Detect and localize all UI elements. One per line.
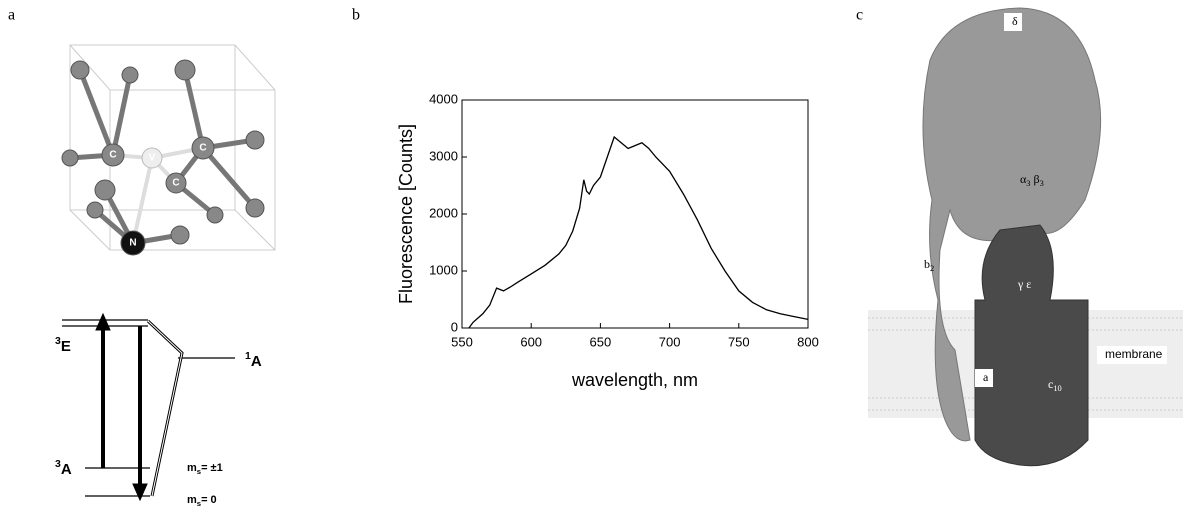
x-tick-label: 550 <box>451 334 473 349</box>
spin-label-part: = ±1 <box>201 462 223 474</box>
protein-label-part: 10 <box>1053 384 1061 393</box>
spin-label: ms= ±1 <box>187 462 223 476</box>
atom-label: C <box>109 150 116 161</box>
spin-label-part: s <box>197 499 201 508</box>
protein-label: b2 <box>924 257 934 273</box>
x-tick-label: 800 <box>797 334 819 349</box>
panel-label: c <box>856 7 863 24</box>
level-label: 1A <box>245 350 262 370</box>
protein-label: c10 <box>1048 377 1062 393</box>
y-tick-label: 3000 <box>429 148 458 163</box>
y-tick-label: 2000 <box>429 205 458 220</box>
level-label-part: 3 <box>55 335 61 347</box>
protein-label: α3 β3 <box>1020 172 1044 188</box>
chart: 0 1000 2000 3000 4000 550 600 650 700 750 800 wavel… <box>396 91 819 389</box>
protein-label-part: a <box>983 370 989 384</box>
protein-label-part: 3 <box>1026 179 1030 188</box>
y-tick-label: 1000 <box>429 262 458 277</box>
x-tick-label: 650 <box>590 334 612 349</box>
y-tick-label: 4000 <box>429 91 458 106</box>
label-bg <box>1004 13 1022 31</box>
molecule <box>69 44 276 251</box>
protein-label: δ <box>1012 14 1018 28</box>
panel-label: a <box>8 7 15 24</box>
plot-frame <box>461 99 809 329</box>
level-label-part: 3 <box>55 458 61 470</box>
atom-label: V <box>149 153 156 164</box>
atom-label: C <box>172 178 179 189</box>
transitions <box>95 312 184 502</box>
atom-label: N <box>129 238 136 249</box>
label-bg <box>975 369 993 387</box>
spin-label: ms= 0 <box>187 494 217 508</box>
protein-rotor <box>974 224 1089 467</box>
atom-label: C <box>199 143 206 154</box>
label-bg <box>1097 346 1167 364</box>
protein-head <box>922 7 1102 442</box>
protein-label: membrane <box>1105 347 1163 361</box>
level-label-part: 1 <box>245 350 251 362</box>
panel-label: b <box>352 7 360 24</box>
y-tick-label: 0 <box>451 319 458 334</box>
protein-label: γ ε <box>1017 277 1031 291</box>
atoms <box>61 59 265 256</box>
protein-label-part: α <box>1020 172 1027 186</box>
spectrum-line <box>468 135 809 329</box>
spin-label-part: s <box>197 467 201 476</box>
level-label-part: A <box>251 353 262 370</box>
level-label-part: E <box>61 338 71 355</box>
protein-label-part: c <box>1048 377 1053 391</box>
protein-label-part: γ ε <box>1017 277 1031 291</box>
protein-label-part: 3 <box>1040 179 1044 188</box>
protein-label-part: β <box>1030 172 1039 186</box>
protein-label-part: 2 <box>930 264 934 273</box>
level-label: 3E <box>55 335 71 355</box>
x-tick-label: 600 <box>520 334 542 349</box>
level-label-part: A <box>61 461 72 478</box>
protein-label-part: membrane <box>1105 347 1163 361</box>
protein-label-part: δ <box>1012 14 1018 28</box>
protein-label-part: b <box>924 257 930 271</box>
protein-label: a <box>983 370 989 384</box>
spin-label-part: m <box>187 494 197 506</box>
x-tick-label: 750 <box>728 334 750 349</box>
level-label: 3A <box>55 458 72 478</box>
x-axis-label: wavelength, nm <box>571 370 698 390</box>
y-axis-label: Fluorescence [Counts] <box>396 124 416 304</box>
x-tick-label: 700 <box>659 334 681 349</box>
spin-label-part: m <box>187 462 197 474</box>
spin-label-part: = 0 <box>201 494 217 506</box>
